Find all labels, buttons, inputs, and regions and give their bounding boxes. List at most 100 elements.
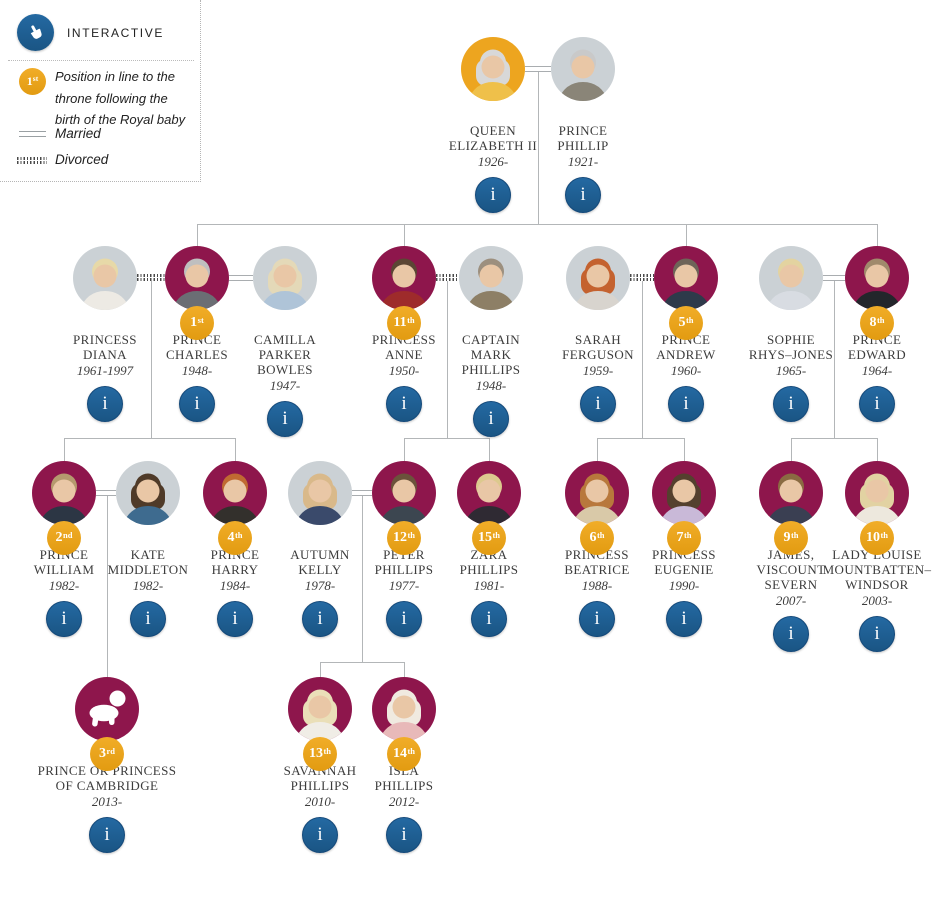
info-button[interactable]: i [302, 601, 338, 637]
info-button[interactable]: i [668, 386, 704, 422]
person-name-line: DIANA [83, 347, 127, 362]
info-button[interactable]: i [473, 401, 509, 437]
person-dates: 1959- [582, 363, 614, 378]
portrait-photo [652, 461, 716, 525]
info-button[interactable]: i [579, 601, 615, 637]
portrait-silhouette [122, 473, 174, 525]
person-node-queen-elizabeth-ii: QUEEN ELIZABETH II 1926- i [433, 37, 553, 213]
portrait-photo [165, 246, 229, 310]
person-name-line: PHILLIPS [374, 562, 434, 577]
person-node-princess-eugenie: 7thPRINCESSEUGENIE1990-i [624, 461, 744, 637]
person-node-sarah-ferguson: SARAH FERGUSON 1959- i [538, 246, 658, 422]
info-button[interactable]: i [773, 386, 809, 422]
interactive-hand-icon [17, 14, 54, 51]
info-button[interactable]: i [859, 386, 895, 422]
portrait-princess-diana[interactable] [73, 246, 137, 310]
tree-line-horizontal [64, 438, 235, 439]
person-name-line: BEATRICE [564, 562, 630, 577]
info-button[interactable]: i [773, 616, 809, 652]
portrait-autumn-kelly[interactable] [288, 461, 352, 525]
person-node-prince-william: 2ndPRINCEWILLIAM1982-i [4, 461, 124, 637]
portrait-queen-elizabeth-ii[interactable] [461, 37, 525, 101]
person-name: SARAH FERGUSON [562, 332, 634, 362]
portrait-kate-middleton[interactable] [116, 461, 180, 525]
info-button[interactable]: i [386, 386, 422, 422]
portrait-captain-mark-phillips[interactable] [459, 246, 523, 310]
portrait-prince-phillip[interactable] [551, 37, 615, 101]
person-name-line: VISCOUNT [756, 562, 826, 577]
tree-line-vertical [64, 438, 65, 467]
portrait-silhouette [294, 689, 346, 741]
portrait-photo [116, 461, 180, 525]
portrait-silhouette [294, 473, 346, 525]
portrait-camilla-parker-bowles[interactable] [253, 246, 317, 310]
tree-line-vertical [489, 438, 490, 467]
person-dates: 1948- [475, 378, 507, 393]
info-button[interactable]: i [46, 601, 82, 637]
portrait-sophie-rhys-jones[interactable] [759, 246, 823, 310]
info-button[interactable]: i [565, 177, 601, 213]
succession-number: 13 [308, 746, 323, 761]
tree-line-vertical [642, 281, 643, 439]
pointer-hand-icon [30, 25, 42, 39]
info-button[interactable]: i [89, 817, 125, 853]
person-name-line: PRINCE [558, 123, 608, 138]
info-button[interactable]: i [859, 616, 895, 652]
person-name-line: KATE [130, 547, 166, 562]
person-name: AUTUMN KELLY [290, 547, 349, 577]
portrait-sarah-ferguson[interactable] [566, 246, 630, 310]
info-button[interactable]: i [130, 601, 166, 637]
person-name-line: ELIZABETH II [448, 138, 538, 153]
info-button[interactable]: i [386, 817, 422, 853]
person-node-autumn-kelly: AUTUMN KELLY 1978- i [260, 461, 380, 637]
info-button[interactable]: i [666, 601, 702, 637]
info-button[interactable]: i [471, 601, 507, 637]
info-button[interactable]: i [179, 386, 215, 422]
person-name: KATE MIDDLETON [108, 547, 189, 577]
info-button[interactable]: i [267, 401, 303, 437]
person-node-sophie-rhys-jones: SOPHIE RHYS–JONES 1965- i [731, 246, 851, 422]
info-button[interactable]: i [87, 386, 123, 422]
person-dates: 1947- [269, 378, 301, 393]
info-button[interactable]: i [302, 817, 338, 853]
portrait-photo [845, 246, 909, 310]
tree-line-vertical [404, 438, 405, 467]
person-dates: 1921- [567, 154, 599, 169]
info-button[interactable]: i [580, 386, 616, 422]
portrait-photo [759, 461, 823, 525]
married-connector [352, 490, 372, 496]
info-button[interactable]: i [386, 601, 422, 637]
portrait-silhouette [209, 473, 261, 525]
person-name: SOPHIE RHYS–JONES [749, 332, 833, 362]
person-node-peter-phillips: 12thPETERPHILLIPS1977-i [344, 461, 464, 637]
baby-silhouette-icon [89, 690, 126, 727]
portrait-photo [565, 461, 629, 525]
tree-line-vertical [834, 281, 835, 439]
info-button[interactable]: i [475, 177, 511, 213]
info-button[interactable]: i [217, 601, 253, 637]
